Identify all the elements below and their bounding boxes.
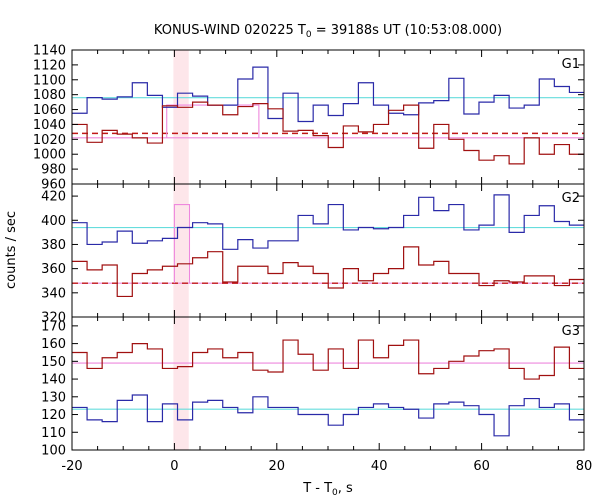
panel-g3: 100 110 120 130 140 150 160 170 G3 xyxy=(41,316,585,459)
panel-frame xyxy=(71,316,585,451)
panel-label: G1 xyxy=(562,57,580,72)
light-curve-red xyxy=(72,101,584,165)
light-curve-red xyxy=(72,337,584,380)
x-axis-label: T - T0, s xyxy=(302,481,353,498)
panel-plot-area xyxy=(72,337,584,437)
panels-group: 96098010001020104010601080110011201140G1… xyxy=(33,44,593,475)
y-tick-label: 400 xyxy=(41,214,66,229)
y-tick-label: 170 xyxy=(41,319,66,334)
panel-label: G2 xyxy=(562,191,580,206)
y-tick-label: 320 xyxy=(41,311,66,326)
y-tick-label: 1020 xyxy=(33,133,66,148)
shaded-interval xyxy=(173,317,189,450)
y-tick-label: 1080 xyxy=(33,88,66,103)
y-tick-label: 140 xyxy=(41,373,66,388)
y-tick-label: 340 xyxy=(41,286,66,301)
panel-frame xyxy=(71,49,585,185)
y-tick-label: 1060 xyxy=(33,103,66,118)
fit-step xyxy=(173,204,191,284)
light-curve-blue xyxy=(72,194,584,250)
chart-title: KONUS-WIND 020225 T0 = 39188s UT (10:53:… xyxy=(154,23,502,40)
shaded-interval xyxy=(173,184,189,317)
y-tick-label: 160 xyxy=(41,337,66,352)
x-tick-label: 20 xyxy=(269,459,286,474)
y-tick-label: 1100 xyxy=(33,73,66,88)
y-tick-label: 1040 xyxy=(33,118,66,133)
light-curve-blue xyxy=(72,394,584,437)
y-tick-label: 960 xyxy=(41,178,66,193)
y-tick-label: 100 xyxy=(41,444,66,459)
series-blue xyxy=(72,194,584,250)
y-axis-label: counts / sec xyxy=(4,211,19,289)
panel-g2: 320 340 360 380 400 420 G2 xyxy=(41,183,585,326)
x-tick-label: 40 xyxy=(371,459,388,474)
y-tick-label: 360 xyxy=(41,262,66,277)
y-tick-label: 1120 xyxy=(33,58,66,73)
panel-plot-area xyxy=(72,194,584,298)
shaded-interval xyxy=(173,50,189,184)
series-red xyxy=(72,101,584,165)
y-tick-label: 980 xyxy=(41,163,66,178)
y-tick-label: 110 xyxy=(41,426,66,441)
x-tick-label: 60 xyxy=(473,459,490,474)
panel-plot-area xyxy=(72,66,584,165)
x-tick-label: -20 xyxy=(61,459,82,474)
series-blue xyxy=(72,66,584,126)
light-curve-red xyxy=(72,246,584,298)
x-tick-label: 80 xyxy=(576,459,593,474)
y-tick-label: 150 xyxy=(41,355,66,370)
panel-frame xyxy=(71,183,585,318)
series-blue xyxy=(72,394,584,437)
y-tick-label: 1000 xyxy=(33,148,66,163)
panel-label: G3 xyxy=(562,324,580,339)
y-tick-label: 120 xyxy=(41,408,66,423)
y-tick-label: 1140 xyxy=(33,44,66,59)
x-tick-label: 0 xyxy=(170,459,178,474)
y-tick-label: 420 xyxy=(41,190,66,205)
series-red xyxy=(72,337,584,380)
light-curve-blue xyxy=(72,66,584,126)
y-tick-label: 380 xyxy=(41,238,66,253)
series-red xyxy=(72,246,584,298)
y-tick-label: 130 xyxy=(41,390,66,405)
